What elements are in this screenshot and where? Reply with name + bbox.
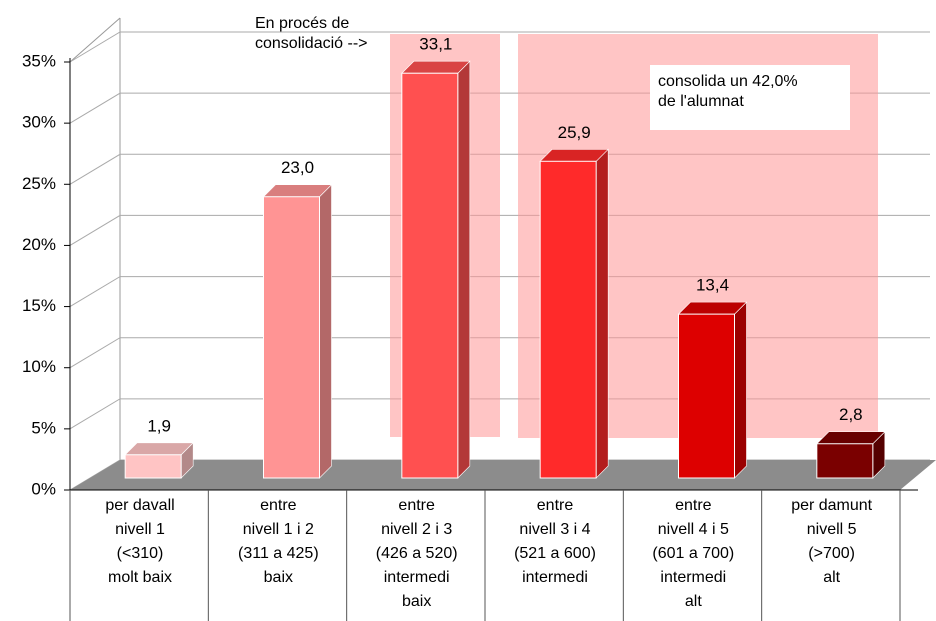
bar-top [677,301,748,315]
data-label: 1,9 [147,416,171,435]
bar [124,454,182,479]
y-tick-label: 15% [22,296,56,315]
bar-top [262,184,333,198]
data-label: 25,9 [558,123,591,142]
x-tick-label: entre nivell 4 i 5 (601 a 700) intermedi… [652,497,735,610]
bar [401,72,459,479]
bar-top [816,431,886,445]
data-label: 13,4 [696,276,729,295]
bar-top [539,148,609,162]
bar [539,160,597,479]
x-tick-label: entre nivell 3 i 4 (521 a 600) intermedi [514,497,596,586]
x-tick-label: per damunt nivell 5 (>700) alt [791,497,873,586]
bar-top [124,442,194,456]
x-tick-label: entre nivell 1 i 2 (311 a 425) baix [238,497,319,586]
y-tick-label: 25% [22,174,56,193]
data-label: 2,8 [839,405,863,424]
wall-edge [69,17,121,63]
x-tick-label: entre nivell 2 i 3 (426 a 520) intermedi… [375,497,458,610]
bar-side [734,301,747,479]
data-label: 23,0 [281,158,314,177]
bar [263,196,320,479]
bar [678,313,735,479]
data-label: 33,1 [419,35,452,54]
bar-side [319,184,332,479]
floor [70,460,936,490]
grid-line [69,31,930,63]
annotation: consolida un 42,0% de l'alumnat [658,73,798,110]
y-tick-label: 10% [22,357,56,376]
annotation-box [650,65,850,130]
annotation: En procés de consolidació --> [255,15,368,52]
bar-side [595,148,609,479]
x-tick-label: per davall nivell 1 (<310) molt baix [105,497,175,586]
y-tick-label: 5% [31,418,56,437]
bar [816,443,874,479]
bar-side [457,60,471,479]
y-tick-label: 20% [22,235,56,254]
y-tick-label: 30% [22,113,56,132]
y-tick-label: 0% [31,479,56,498]
y-tick-label: 35% [22,51,56,70]
bar-top [401,60,471,74]
